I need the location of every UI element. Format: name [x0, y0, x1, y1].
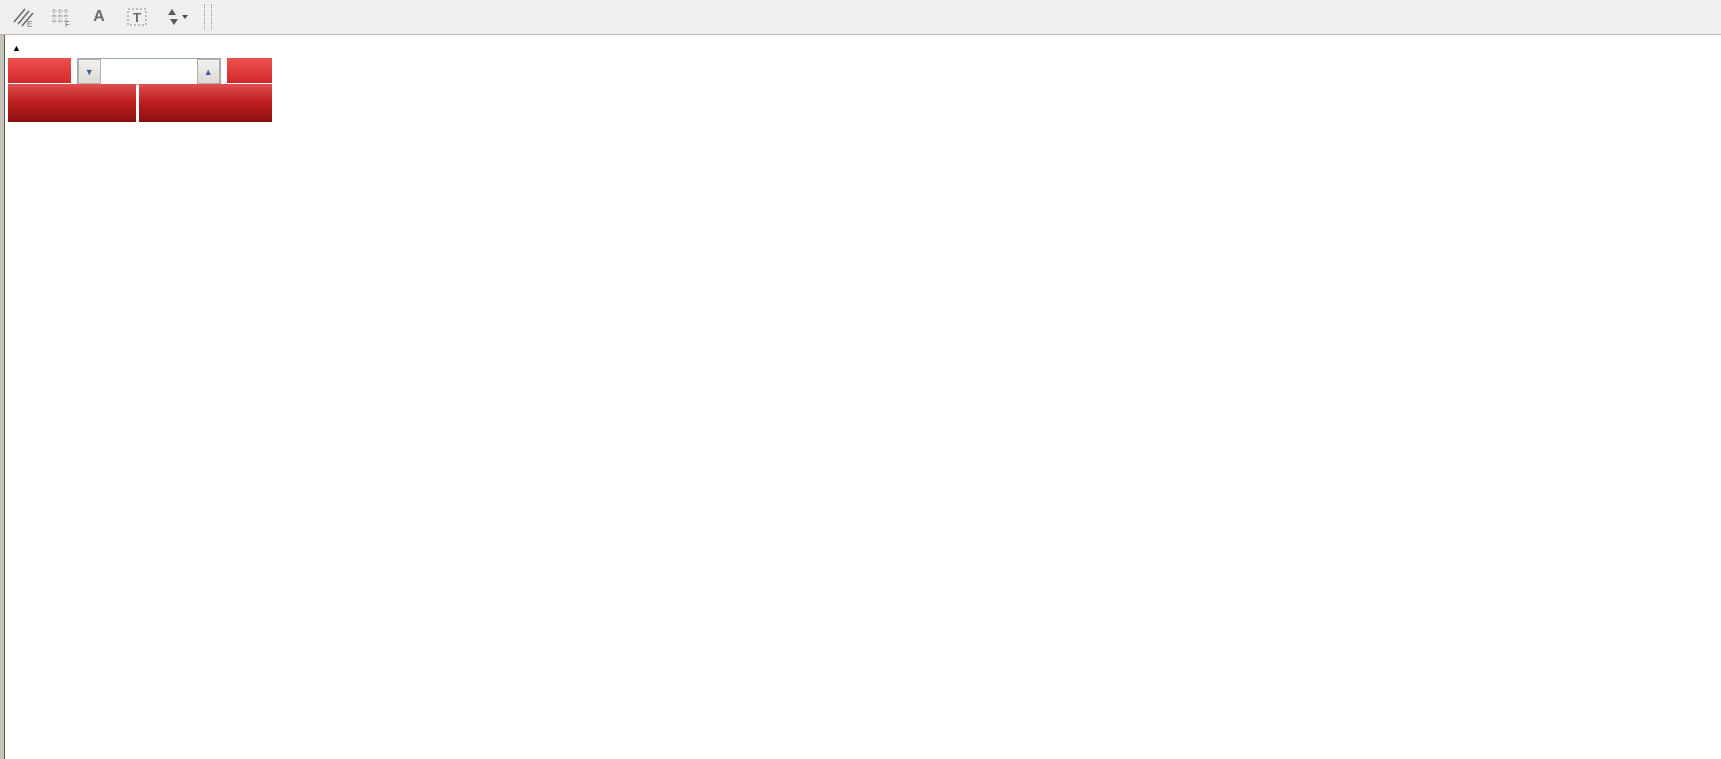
- grid-f-icon[interactable]: F: [46, 4, 76, 30]
- volume-decrease-button[interactable]: ▼: [77, 59, 101, 84]
- volume-stepper: ▼ ▲: [76, 58, 221, 85]
- sell-price-quote[interactable]: [8, 84, 136, 122]
- text-a-icon[interactable]: A: [93, 8, 105, 25]
- chart-title: ▲: [12, 40, 35, 54]
- toolbar-separator: [204, 4, 212, 30]
- buy-price-quote[interactable]: [139, 84, 272, 122]
- volume-increase-button[interactable]: ▲: [196, 59, 220, 84]
- cycle-arrows-icon[interactable]: [160, 4, 190, 30]
- one-click-trade-panel: ▼ ▲: [8, 58, 272, 122]
- collapse-triangle-icon[interactable]: ▲: [12, 43, 21, 53]
- draw-e-icon[interactable]: E: [8, 4, 38, 30]
- svg-text:T: T: [133, 10, 141, 25]
- svg-text:F: F: [65, 20, 70, 28]
- volume-input[interactable]: [100, 59, 197, 84]
- buy-button[interactable]: [226, 58, 272, 83]
- toolbar: E F A T: [0, 0, 1721, 35]
- textbox-t-icon[interactable]: T: [122, 4, 152, 30]
- svg-text:E: E: [27, 20, 32, 28]
- window-left-edge: [0, 34, 5, 759]
- sell-button[interactable]: [8, 58, 71, 83]
